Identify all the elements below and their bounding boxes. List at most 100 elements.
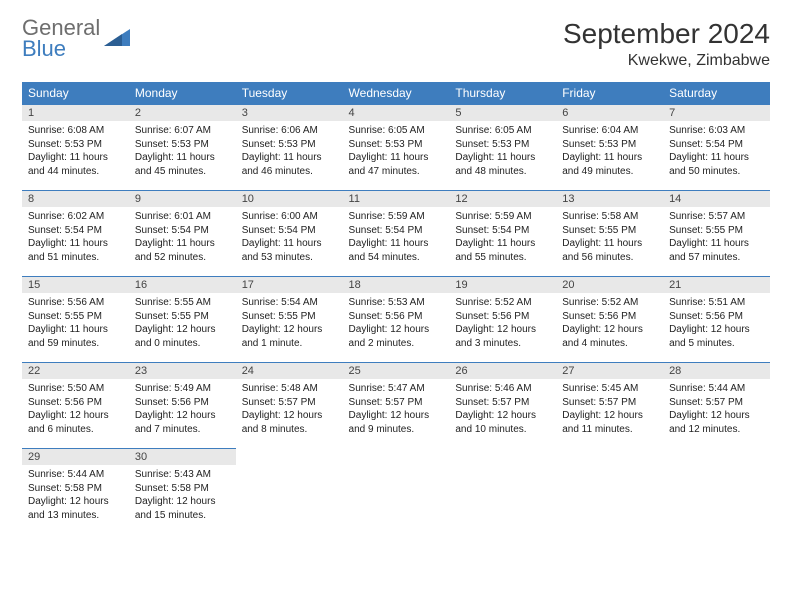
day-number: 30 — [129, 448, 236, 465]
day-body: Sunrise: 5:50 AMSunset: 5:56 PMDaylight:… — [22, 379, 129, 440]
calendar-cell: 28Sunrise: 5:44 AMSunset: 5:57 PMDayligh… — [663, 362, 770, 448]
sunset-text: Sunset: 5:54 PM — [349, 224, 444, 238]
calendar-cell: 27Sunrise: 5:45 AMSunset: 5:57 PMDayligh… — [556, 362, 663, 448]
calendar-cell: 10Sunrise: 6:00 AMSunset: 5:54 PMDayligh… — [236, 190, 343, 276]
sunset-text: Sunset: 5:55 PM — [669, 224, 764, 238]
day-number: 1 — [22, 104, 129, 121]
calendar-cell: 5Sunrise: 6:05 AMSunset: 5:53 PMDaylight… — [449, 104, 556, 190]
daylight-text: Daylight: 12 hours and 3 minutes. — [455, 323, 550, 350]
daylight-text: Daylight: 12 hours and 0 minutes. — [135, 323, 230, 350]
sunrise-text: Sunrise: 6:08 AM — [28, 124, 123, 138]
day-body: Sunrise: 5:55 AMSunset: 5:55 PMDaylight:… — [129, 293, 236, 354]
daylight-text: Daylight: 12 hours and 11 minutes. — [562, 409, 657, 436]
calendar-cell: 16Sunrise: 5:55 AMSunset: 5:55 PMDayligh… — [129, 276, 236, 362]
day-body: Sunrise: 5:49 AMSunset: 5:56 PMDaylight:… — [129, 379, 236, 440]
sunrise-text: Sunrise: 5:45 AM — [562, 382, 657, 396]
daylight-text: Daylight: 11 hours and 45 minutes. — [135, 151, 230, 178]
daylight-text: Daylight: 11 hours and 50 minutes. — [669, 151, 764, 178]
day-number: 19 — [449, 276, 556, 293]
day-number: 11 — [343, 190, 450, 207]
calendar-cell: 9Sunrise: 6:01 AMSunset: 5:54 PMDaylight… — [129, 190, 236, 276]
day-body: Sunrise: 5:59 AMSunset: 5:54 PMDaylight:… — [449, 207, 556, 268]
calendar-row: 8Sunrise: 6:02 AMSunset: 5:54 PMDaylight… — [22, 190, 770, 276]
sunrise-text: Sunrise: 5:55 AM — [135, 296, 230, 310]
sunset-text: Sunset: 5:56 PM — [349, 310, 444, 324]
weekday-row: SundayMondayTuesdayWednesdayThursdayFrid… — [22, 82, 770, 104]
sunset-text: Sunset: 5:53 PM — [135, 138, 230, 152]
daylight-text: Daylight: 11 hours and 47 minutes. — [349, 151, 444, 178]
sunset-text: Sunset: 5:55 PM — [28, 310, 123, 324]
day-body: Sunrise: 5:59 AMSunset: 5:54 PMDaylight:… — [343, 207, 450, 268]
day-body: Sunrise: 5:43 AMSunset: 5:58 PMDaylight:… — [129, 465, 236, 526]
daylight-text: Daylight: 11 hours and 54 minutes. — [349, 237, 444, 264]
day-number: 20 — [556, 276, 663, 293]
location: Kwekwe, Zimbabwe — [563, 52, 770, 70]
logo-word2: Blue — [22, 36, 66, 61]
calendar-cell: 3Sunrise: 6:06 AMSunset: 5:53 PMDaylight… — [236, 104, 343, 190]
calendar-cell: .. — [556, 448, 663, 534]
daylight-text: Daylight: 12 hours and 6 minutes. — [28, 409, 123, 436]
day-body: Sunrise: 6:05 AMSunset: 5:53 PMDaylight:… — [343, 121, 450, 182]
calendar-row: 15Sunrise: 5:56 AMSunset: 5:55 PMDayligh… — [22, 276, 770, 362]
calendar-head: SundayMondayTuesdayWednesdayThursdayFrid… — [22, 82, 770, 104]
day-number: 21 — [663, 276, 770, 293]
sunrise-text: Sunrise: 5:48 AM — [242, 382, 337, 396]
sunrise-text: Sunrise: 5:59 AM — [455, 210, 550, 224]
sunset-text: Sunset: 5:57 PM — [349, 396, 444, 410]
calendar-cell: 6Sunrise: 6:04 AMSunset: 5:53 PMDaylight… — [556, 104, 663, 190]
calendar-cell: 13Sunrise: 5:58 AMSunset: 5:55 PMDayligh… — [556, 190, 663, 276]
sunrise-text: Sunrise: 5:57 AM — [669, 210, 764, 224]
weekday-header: Tuesday — [236, 82, 343, 104]
calendar-cell: 18Sunrise: 5:53 AMSunset: 5:56 PMDayligh… — [343, 276, 450, 362]
sunrise-text: Sunrise: 5:52 AM — [562, 296, 657, 310]
daylight-text: Daylight: 11 hours and 44 minutes. — [28, 151, 123, 178]
sunset-text: Sunset: 5:58 PM — [28, 482, 123, 496]
day-number: 9 — [129, 190, 236, 207]
sunset-text: Sunset: 5:53 PM — [455, 138, 550, 152]
sunrise-text: Sunrise: 5:54 AM — [242, 296, 337, 310]
day-number: 3 — [236, 104, 343, 121]
day-number: 12 — [449, 190, 556, 207]
sunrise-text: Sunrise: 6:05 AM — [455, 124, 550, 138]
sunrise-text: Sunrise: 6:01 AM — [135, 210, 230, 224]
calendar-cell: 2Sunrise: 6:07 AMSunset: 5:53 PMDaylight… — [129, 104, 236, 190]
header: General Blue September 2024 Kwekwe, Zimb… — [22, 18, 770, 70]
sunrise-text: Sunrise: 6:06 AM — [242, 124, 337, 138]
weekday-header: Wednesday — [343, 82, 450, 104]
calendar-cell: 14Sunrise: 5:57 AMSunset: 5:55 PMDayligh… — [663, 190, 770, 276]
calendar-cell: .. — [663, 448, 770, 534]
sunset-text: Sunset: 5:53 PM — [242, 138, 337, 152]
sunrise-text: Sunrise: 6:07 AM — [135, 124, 230, 138]
daylight-text: Daylight: 12 hours and 2 minutes. — [349, 323, 444, 350]
daylight-text: Daylight: 11 hours and 59 minutes. — [28, 323, 123, 350]
sunrise-text: Sunrise: 5:51 AM — [669, 296, 764, 310]
sunrise-text: Sunrise: 5:43 AM — [135, 468, 230, 482]
calendar-cell: .. — [236, 448, 343, 534]
calendar-cell: 11Sunrise: 5:59 AMSunset: 5:54 PMDayligh… — [343, 190, 450, 276]
day-number: 15 — [22, 276, 129, 293]
weekday-header: Friday — [556, 82, 663, 104]
daylight-text: Daylight: 12 hours and 10 minutes. — [455, 409, 550, 436]
calendar-cell: 29Sunrise: 5:44 AMSunset: 5:58 PMDayligh… — [22, 448, 129, 534]
calendar-cell: 30Sunrise: 5:43 AMSunset: 5:58 PMDayligh… — [129, 448, 236, 534]
sunrise-text: Sunrise: 5:52 AM — [455, 296, 550, 310]
calendar-cell: 20Sunrise: 5:52 AMSunset: 5:56 PMDayligh… — [556, 276, 663, 362]
day-body: Sunrise: 5:47 AMSunset: 5:57 PMDaylight:… — [343, 379, 450, 440]
day-number: 7 — [663, 104, 770, 121]
sunrise-text: Sunrise: 6:04 AM — [562, 124, 657, 138]
sunset-text: Sunset: 5:56 PM — [562, 310, 657, 324]
daylight-text: Daylight: 11 hours and 53 minutes. — [242, 237, 337, 264]
day-number: 23 — [129, 362, 236, 379]
sunset-text: Sunset: 5:55 PM — [135, 310, 230, 324]
daylight-text: Daylight: 12 hours and 15 minutes. — [135, 495, 230, 522]
calendar-cell: 15Sunrise: 5:56 AMSunset: 5:55 PMDayligh… — [22, 276, 129, 362]
sunrise-text: Sunrise: 5:53 AM — [349, 296, 444, 310]
day-body: Sunrise: 6:04 AMSunset: 5:53 PMDaylight:… — [556, 121, 663, 182]
sunset-text: Sunset: 5:56 PM — [135, 396, 230, 410]
sunrise-text: Sunrise: 6:03 AM — [669, 124, 764, 138]
day-number: 17 — [236, 276, 343, 293]
sunset-text: Sunset: 5:55 PM — [562, 224, 657, 238]
title-block: September 2024 Kwekwe, Zimbabwe — [563, 18, 770, 70]
sunset-text: Sunset: 5:56 PM — [28, 396, 123, 410]
logo-triangle-icon — [104, 26, 130, 46]
